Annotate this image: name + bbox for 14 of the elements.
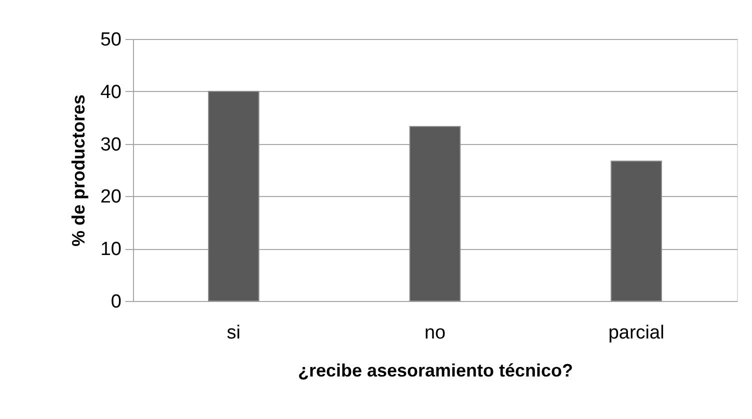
x-tick-label: no (424, 322, 446, 344)
x-axis-title: ¿recibe asesoramiento técnico? (298, 360, 574, 380)
y-tick-label: 10 (100, 239, 122, 260)
bar (610, 160, 662, 302)
y-tick-label: 0 (110, 292, 122, 312)
y-tick-label: 50 (100, 30, 122, 50)
bar (208, 90, 260, 302)
bar (409, 126, 461, 302)
y-tick-label: 30 (100, 134, 122, 156)
y-tick-label: 40 (100, 82, 122, 103)
x-tick-label: si (226, 322, 241, 344)
x-tick-label: parcial (608, 322, 664, 344)
y-axis-title: % de productores (68, 94, 88, 247)
y-tick-label: 20 (100, 186, 122, 208)
